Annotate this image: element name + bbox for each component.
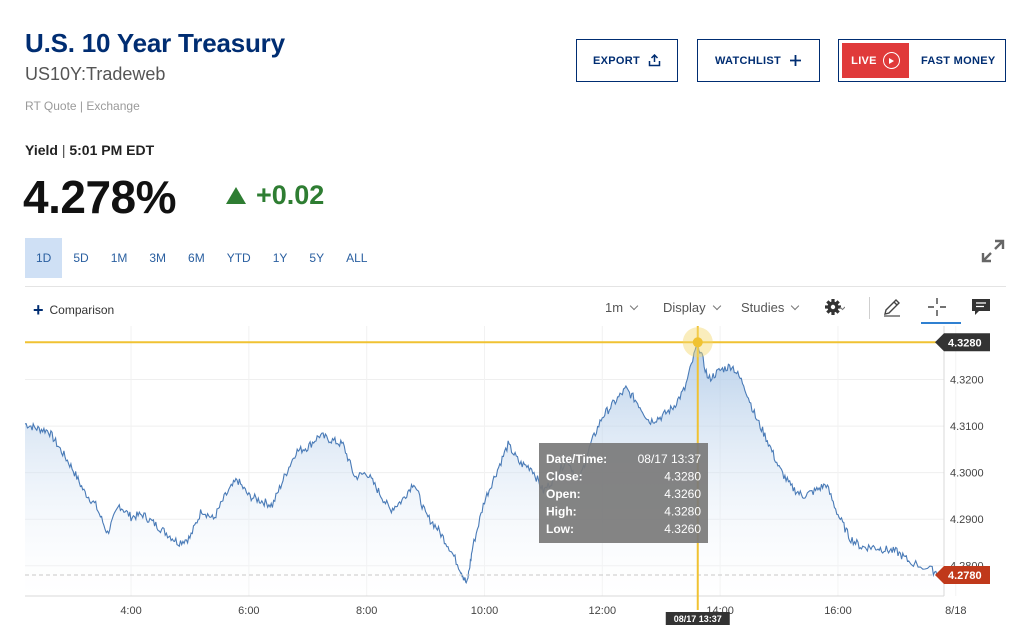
yield-label: Yield <box>25 142 58 158</box>
gear-icon[interactable] <box>823 296 845 318</box>
export-button[interactable]: EXPORT <box>576 39 678 82</box>
series-line <box>24 340 945 585</box>
range-tab-1m[interactable]: 1M <box>110 251 128 265</box>
tooltip-label: Low: <box>546 522 574 536</box>
toolbar-separator <box>869 297 870 319</box>
expand-icon[interactable] <box>980 238 1006 264</box>
price-change: +0.02 <box>226 180 324 211</box>
plus-icon <box>790 55 802 66</box>
x-tick-label: 12:00 <box>589 605 617 617</box>
range-tab-5d[interactable]: 5D <box>73 251 89 265</box>
share-icon <box>648 54 661 67</box>
range-tab-3m[interactable]: 3M <box>149 251 167 265</box>
tooltip-label: Date/Time: <box>546 452 607 466</box>
live-fast-money-button[interactable]: LIVE FAST MONEY <box>838 39 1006 82</box>
last-price: 4.278% <box>23 171 177 223</box>
live-label: LIVE <box>851 54 877 67</box>
tooltip-label: Close: <box>546 470 583 484</box>
range-tab-1y[interactable]: 1Y <box>272 251 288 265</box>
range-tabs: 1D 5D 1M 3M 6M YTD 1Y 5Y ALL <box>25 238 378 278</box>
x-tick-label: 16:00 <box>824 605 852 617</box>
watchlist-label: WATCHLIST <box>714 54 782 67</box>
up-arrow-icon <box>226 187 246 204</box>
fast-money-label: FAST MONEY <box>921 54 996 67</box>
range-tab-all[interactable]: ALL <box>346 251 368 265</box>
tooltip-label: High: <box>546 505 577 519</box>
quote-source: RT Quote | Exchange <box>25 99 140 113</box>
y-tick-label: 4.3200 <box>950 375 984 387</box>
x-tick-label: 10:00 <box>471 605 499 617</box>
crosshair-time-tag: 08/17 13:37 <box>665 612 730 625</box>
studies-label: Studies <box>741 300 785 315</box>
range-tab-6m[interactable]: 6M <box>188 251 205 265</box>
crosshair-point <box>692 337 703 348</box>
symbol-label: US10Y:Tradeweb <box>25 64 166 84</box>
page-title: U.S. 10 Year Treasury <box>25 28 285 58</box>
plus-icon: + <box>33 300 44 320</box>
interval-select[interactable]: 1m <box>605 300 639 315</box>
range-tab-5y[interactable]: 5Y <box>309 251 325 265</box>
crosshair-active-indicator <box>921 322 961 324</box>
x-tick-label: 4:00 <box>120 605 141 617</box>
crosshair-value-label: 4.3280 <box>948 337 982 349</box>
pencil-icon[interactable] <box>881 296 903 318</box>
comparison-button[interactable]: + Comparison <box>33 300 115 320</box>
last-value-label: 4.2780 <box>948 570 982 582</box>
studies-select[interactable]: Studies <box>741 300 800 315</box>
crosshair-value-tag: 4.3280 <box>935 333 990 352</box>
watchlist-button[interactable]: WATCHLIST <box>697 39 820 82</box>
interval-label: 1m <box>605 300 624 315</box>
tooltip-value: 4.3280 <box>664 505 701 519</box>
comment-icon[interactable] <box>970 296 992 318</box>
y-tick-label: 4.3100 <box>950 421 984 433</box>
quote-time: 5:01 PM EDT <box>69 142 155 158</box>
yield-separator: | <box>61 142 66 158</box>
tooltip-value: 4.3260 <box>664 522 701 536</box>
play-icon <box>882 52 900 69</box>
range-tab-ytd[interactable]: YTD <box>226 251 251 265</box>
x-tick-label: 8:00 <box>356 605 377 617</box>
crosshair-icon[interactable] <box>926 296 948 318</box>
y-tick-label: 4.2900 <box>950 514 984 526</box>
display-select[interactable]: Display <box>663 300 721 315</box>
crosshair-time-label: 08/17 13:37 <box>674 614 722 624</box>
y-tick-label: 4.3000 <box>950 468 984 480</box>
tooltip-value: 4.3260 <box>664 487 701 501</box>
tooltip-label: Open: <box>546 487 581 501</box>
display-label: Display <box>663 300 706 315</box>
data-tooltip: Date/Time: 08/17 13:37 Close: 4.3280 Open: 4.… <box>539 443 708 543</box>
export-label: EXPORT <box>592 54 641 67</box>
x-tick-label: 8/18 <box>945 605 966 617</box>
x-tick-label: 6:00 <box>238 605 259 617</box>
yield-line: Yield | 5:01 PM EDT <box>25 142 154 158</box>
change-value: +0.02 <box>256 180 325 210</box>
toolbar-divider <box>25 286 1006 287</box>
tooltip-value: 08/17 13:37 <box>638 452 702 466</box>
last-value-tag: 4.2780 <box>935 566 990 585</box>
live-tag: LIVE <box>842 43 909 78</box>
x-axis: 4:00 6:00 8:00 10:00 12:00 14:00 16:00 8/18 <box>25 595 966 617</box>
range-tab-1d[interactable]: 1D <box>25 238 63 278</box>
tooltip-value: 4.3280 <box>664 470 701 484</box>
comparison-label: Comparison <box>49 303 115 317</box>
series-area <box>25 342 944 596</box>
